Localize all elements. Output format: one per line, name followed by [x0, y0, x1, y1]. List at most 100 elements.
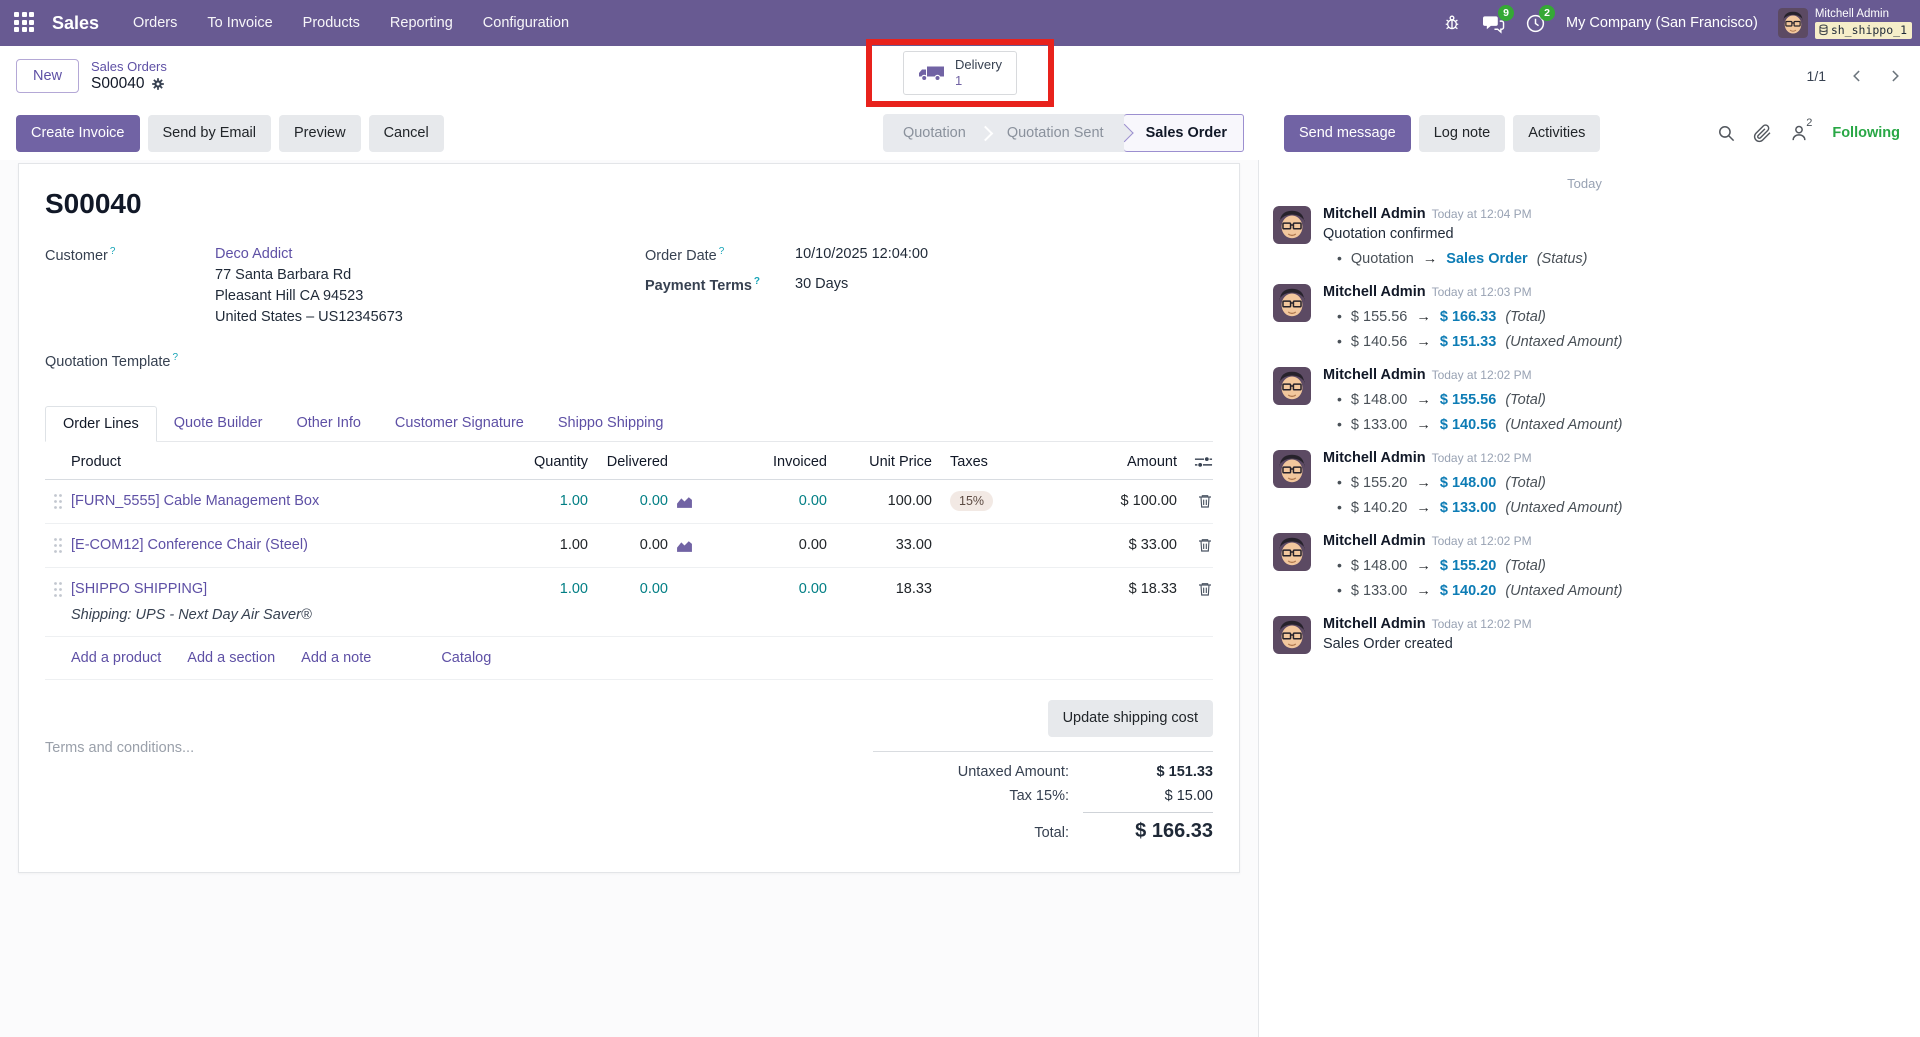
message-author[interactable]: Mitchell Admin — [1323, 616, 1426, 632]
message-avatar[interactable] — [1273, 284, 1311, 322]
quantity-cell[interactable]: 1.00 — [559, 537, 588, 554]
delivered-cell[interactable]: 0.00 — [639, 581, 668, 598]
unit-price-cell[interactable]: 100.00 — [887, 493, 932, 510]
user-menu[interactable]: Mitchell Admin sh_shippo_1 — [1777, 7, 1912, 39]
breadcrumb-parent[interactable]: Sales Orders — [91, 59, 167, 74]
order-date-field[interactable]: 10/10/2025 12:04:00 — [795, 246, 929, 262]
app-name[interactable]: Sales — [52, 12, 100, 33]
optional-columns-icon[interactable] — [1194, 455, 1213, 469]
tab-customer-signature[interactable]: Customer Signature — [394, 414, 524, 431]
message-author[interactable]: Mitchell Admin — [1323, 450, 1426, 466]
menu-reporting[interactable]: Reporting — [389, 15, 453, 31]
apps-grid-icon[interactable] — [14, 12, 36, 34]
product-link[interactable]: [FURN_5555] Cable Management Box — [71, 493, 320, 510]
create-invoice-button[interactable]: Create Invoice — [16, 114, 140, 152]
new-button[interactable]: New — [16, 59, 80, 93]
gear-icon[interactable] — [151, 77, 165, 91]
stage-sales-order[interactable]: Sales Order — [1123, 114, 1244, 152]
drag-handle-icon[interactable] — [45, 581, 71, 598]
preview-button[interactable]: Preview — [279, 114, 361, 152]
product-link[interactable]: [SHIPPO SHIPPING] — [71, 581, 208, 598]
stage-quotation[interactable]: Quotation — [902, 125, 966, 141]
debug-bug-icon[interactable] — [1442, 13, 1462, 33]
add-product-link[interactable]: Add a product — [71, 649, 162, 666]
pager: 1/1 — [1807, 68, 1902, 84]
invoiced-cell[interactable]: 0.00 — [798, 493, 827, 510]
product-link[interactable]: [E-COM12] Conference Chair (Steel) — [71, 537, 308, 554]
send-message-button[interactable]: Send message — [1284, 114, 1411, 152]
following-toggle[interactable]: Following — [1832, 125, 1900, 141]
delivered-cell[interactable]: 0.00 — [639, 537, 668, 554]
unit-price-cell[interactable]: 33.00 — [895, 537, 932, 554]
unit-price-cell[interactable]: 18.33 — [895, 581, 932, 598]
tab-shippo-shipping[interactable]: Shippo Shipping — [557, 414, 664, 431]
messages-badge: 9 — [1498, 4, 1515, 21]
paperclip-icon[interactable] — [1753, 123, 1772, 143]
update-shipping-button[interactable]: Update shipping cost — [1047, 699, 1213, 737]
search-icon[interactable] — [1717, 124, 1736, 143]
message-time: Today at 12:03 PM — [1431, 285, 1532, 299]
menu-configuration[interactable]: Configuration — [482, 15, 570, 31]
untaxed-amount: $ 151.33 — [1156, 763, 1213, 780]
cancel-button[interactable]: Cancel — [368, 114, 444, 152]
message-avatar[interactable] — [1273, 533, 1311, 571]
log-note-button[interactable]: Log note — [1418, 114, 1506, 152]
messages-icon[interactable]: 9 — [1482, 4, 1515, 34]
user-avatar — [1777, 7, 1808, 38]
menu-orders[interactable]: Orders — [133, 15, 178, 31]
menu-to-invoice[interactable]: To Invoice — [207, 15, 273, 31]
tracked-change: • $ 148.00 → $ 155.20 (Total) — [1337, 557, 1546, 574]
quantity-cell[interactable]: 1.00 — [559, 493, 588, 510]
delivered-cell[interactable]: 0.00 — [639, 493, 668, 510]
col-amount: Amount — [1127, 453, 1177, 470]
activities-button[interactable]: Activities — [1513, 114, 1601, 152]
amount-cell: $ 100.00 — [1120, 493, 1177, 510]
message-avatar[interactable] — [1273, 206, 1311, 244]
catalog-link[interactable]: Catalog — [441, 649, 492, 666]
top-navbar: Sales Orders To Invoice Products Reporti… — [0, 0, 1920, 46]
message-avatar[interactable] — [1273, 616, 1311, 654]
delete-line-icon[interactable] — [1177, 537, 1213, 553]
followers-button[interactable]: 2 — [1789, 117, 1815, 143]
message-author[interactable]: Mitchell Admin — [1323, 533, 1426, 549]
forecast-chart-icon[interactable] — [668, 494, 702, 509]
payment-terms-field[interactable]: 30 Days — [795, 275, 849, 292]
menu-products[interactable]: Products — [302, 15, 360, 31]
message-author[interactable]: Mitchell Admin — [1323, 206, 1426, 222]
help-tooltip: ? — [109, 246, 116, 257]
chatter-message: Mitchell Admin Today at 12:04 PM Quotatio… — [1273, 206, 1896, 267]
drag-handle-icon[interactable] — [45, 537, 71, 554]
stage-quotation-sent[interactable]: Quotation Sent — [1006, 125, 1104, 141]
forecast-chart-icon[interactable] — [668, 538, 702, 553]
customer-address-line: Pleasant Hill CA 94523 — [215, 288, 364, 304]
order-title: S00040 — [45, 188, 142, 219]
delete-line-icon[interactable] — [1177, 493, 1213, 509]
day-separator: Today — [1567, 176, 1602, 191]
drag-handle-icon[interactable] — [45, 493, 71, 510]
tab-quote-builder[interactable]: Quote Builder — [173, 414, 263, 431]
activities-clock-icon[interactable]: 2 — [1525, 4, 1556, 34]
pager-count[interactable]: 1/1 — [1806, 68, 1826, 84]
pager-next-icon[interactable] — [1888, 69, 1902, 83]
message-avatar[interactable] — [1273, 367, 1311, 405]
invoiced-cell[interactable]: 0.00 — [798, 537, 827, 554]
order-line-row: [E-COM12] Conference Chair (Steel) 1.00 … — [45, 524, 1213, 568]
terms-placeholder[interactable]: Terms and conditions... — [45, 739, 195, 756]
send-by-email-button[interactable]: Send by Email — [147, 114, 271, 152]
message-author[interactable]: Mitchell Admin — [1323, 367, 1426, 383]
delete-line-icon[interactable] — [1177, 581, 1213, 597]
message-avatar[interactable] — [1273, 450, 1311, 488]
chatter-panel: Today Mitchell Admin Today at 12:04 PM Qu… — [1258, 160, 1920, 1037]
pager-prev-icon[interactable] — [1850, 69, 1864, 83]
breadcrumb: Sales Orders S00040 — [91, 59, 167, 93]
delivery-smart-button[interactable]: Delivery 1 — [903, 50, 1017, 96]
add-note-link[interactable]: Add a note — [301, 649, 372, 666]
quantity-cell[interactable]: 1.00 — [559, 581, 588, 598]
tab-other-info[interactable]: Other Info — [296, 414, 361, 431]
tab-order-lines[interactable]: Order Lines — [45, 405, 157, 442]
customer-link[interactable]: Deco Addict — [215, 246, 293, 262]
add-section-link[interactable]: Add a section — [187, 649, 276, 666]
invoiced-cell[interactable]: 0.00 — [798, 581, 827, 598]
message-author[interactable]: Mitchell Admin — [1323, 284, 1426, 300]
company-switcher[interactable]: My Company (San Francisco) — [1566, 15, 1758, 31]
